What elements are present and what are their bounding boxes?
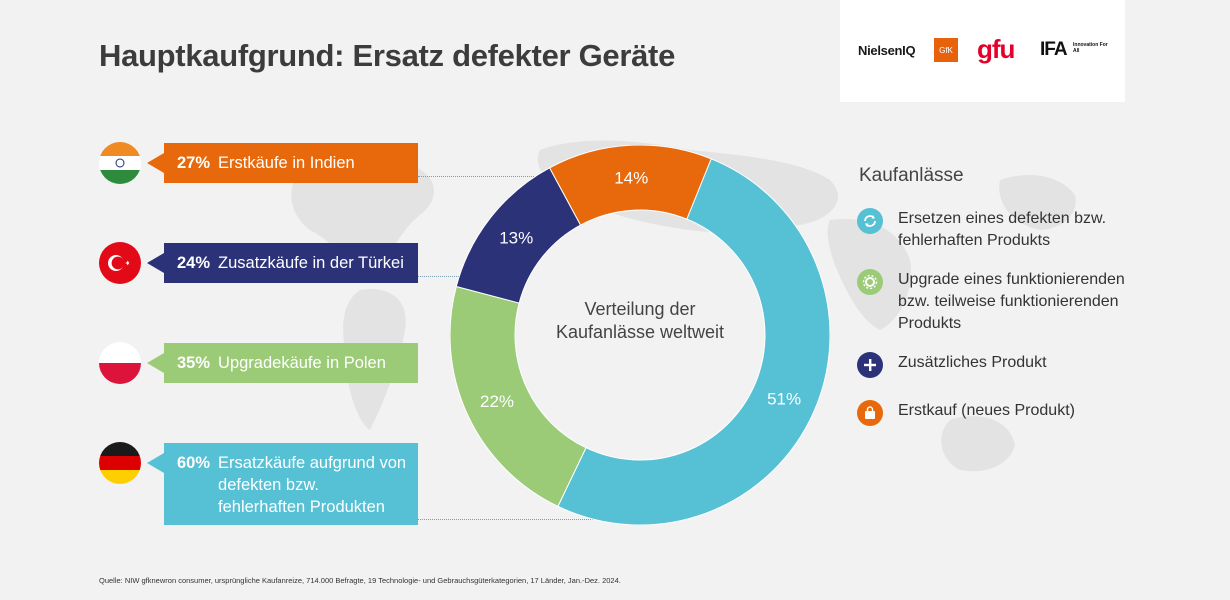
donut-slice	[548, 145, 712, 226]
legend-item-upgrade: Upgrade eines funktionierenden bzw. teil…	[857, 269, 1128, 335]
connector-line	[418, 276, 463, 277]
germany-flag-icon	[99, 442, 141, 484]
legend-title: Kaufanlässe	[859, 165, 964, 186]
donut-center-label: Verteilung der Kaufanlässe weltweit	[555, 299, 725, 342]
logo-panel: NielsenIQ GfK gfu IFA Innovation For All	[840, 0, 1125, 102]
donut-slice-label: 13%	[499, 229, 533, 248]
callout-percent: 24%	[177, 253, 211, 272]
ifa-logo: IFA	[1040, 39, 1068, 60]
callout-poland: 35% Upgradekäufe in Polen	[164, 343, 418, 383]
callout-percent: 27%	[177, 153, 211, 172]
legend-label: Ersetzen eines defekten bzw. fehlerhafte…	[898, 210, 1107, 249]
callout-germany: 60% Ersatzkäufe aufgrund von defekten bz…	[164, 443, 418, 525]
donut-chart: 51% 22% 13% 14%	[450, 145, 830, 525]
legend-item-replace: Ersetzen eines defekten bzw. fehlerhafte…	[857, 208, 1128, 252]
legend-label: Upgrade eines funktionierenden bzw. teil…	[898, 271, 1125, 332]
page-title: Hauptkaufgrund: Ersatz defekter Geräte	[99, 38, 676, 73]
callout-arrow	[147, 253, 164, 273]
legend-item-additional: Zusätzliches Produkt	[857, 352, 1128, 378]
plus-icon	[857, 352, 883, 378]
donut-slice-label: 14%	[614, 169, 648, 188]
turkey-flag-icon	[99, 242, 141, 284]
legend-label: Erstkauf (neues Produkt)	[898, 402, 1075, 419]
callout-text: Upgradekäufe in Polen	[218, 353, 386, 372]
india-flag-icon	[99, 142, 141, 184]
callout-percent: 35%	[177, 353, 211, 372]
gfu-logo: gfu	[977, 34, 1015, 64]
legend-item-first-purchase: Erstkauf (neues Produkt)	[857, 400, 1128, 426]
connector-line	[418, 519, 603, 520]
shopping-bag-icon	[857, 400, 883, 426]
gear-upgrade-icon	[857, 269, 883, 295]
callout-arrow	[147, 353, 164, 373]
callout-arrow	[147, 453, 164, 473]
callout-turkey: 24% Zusatzkäufe in der Türkei	[164, 243, 418, 283]
source-note: Quelle: NIW gfknewron consumer, ursprüng…	[99, 576, 621, 585]
callout-text: Zusatzkäufe in der Türkei	[218, 253, 404, 272]
nielseniq-logo: NielsenIQ	[858, 43, 916, 58]
donut-slice-label: 51%	[767, 390, 801, 409]
callout-percent: 60%	[177, 454, 211, 472]
callout-arrow	[147, 153, 164, 173]
refresh-icon	[857, 208, 883, 234]
callout-text: Ersatzkäufe aufgrund von defekten bzw. f…	[218, 454, 407, 516]
poland-flag-icon	[99, 342, 141, 384]
callout-india: 27% Erstkäufe in Indien	[164, 143, 418, 183]
gfk-logo: GfK	[934, 38, 958, 62]
donut-slice-label: 22%	[480, 392, 514, 411]
ifa-tagline: Innovation For All	[1073, 42, 1108, 54]
donut-slice	[557, 158, 830, 525]
connector-line	[418, 176, 538, 177]
legend-label: Zusätzliches Produkt	[898, 354, 1047, 371]
callout-text: Erstkäufe in Indien	[218, 153, 355, 172]
